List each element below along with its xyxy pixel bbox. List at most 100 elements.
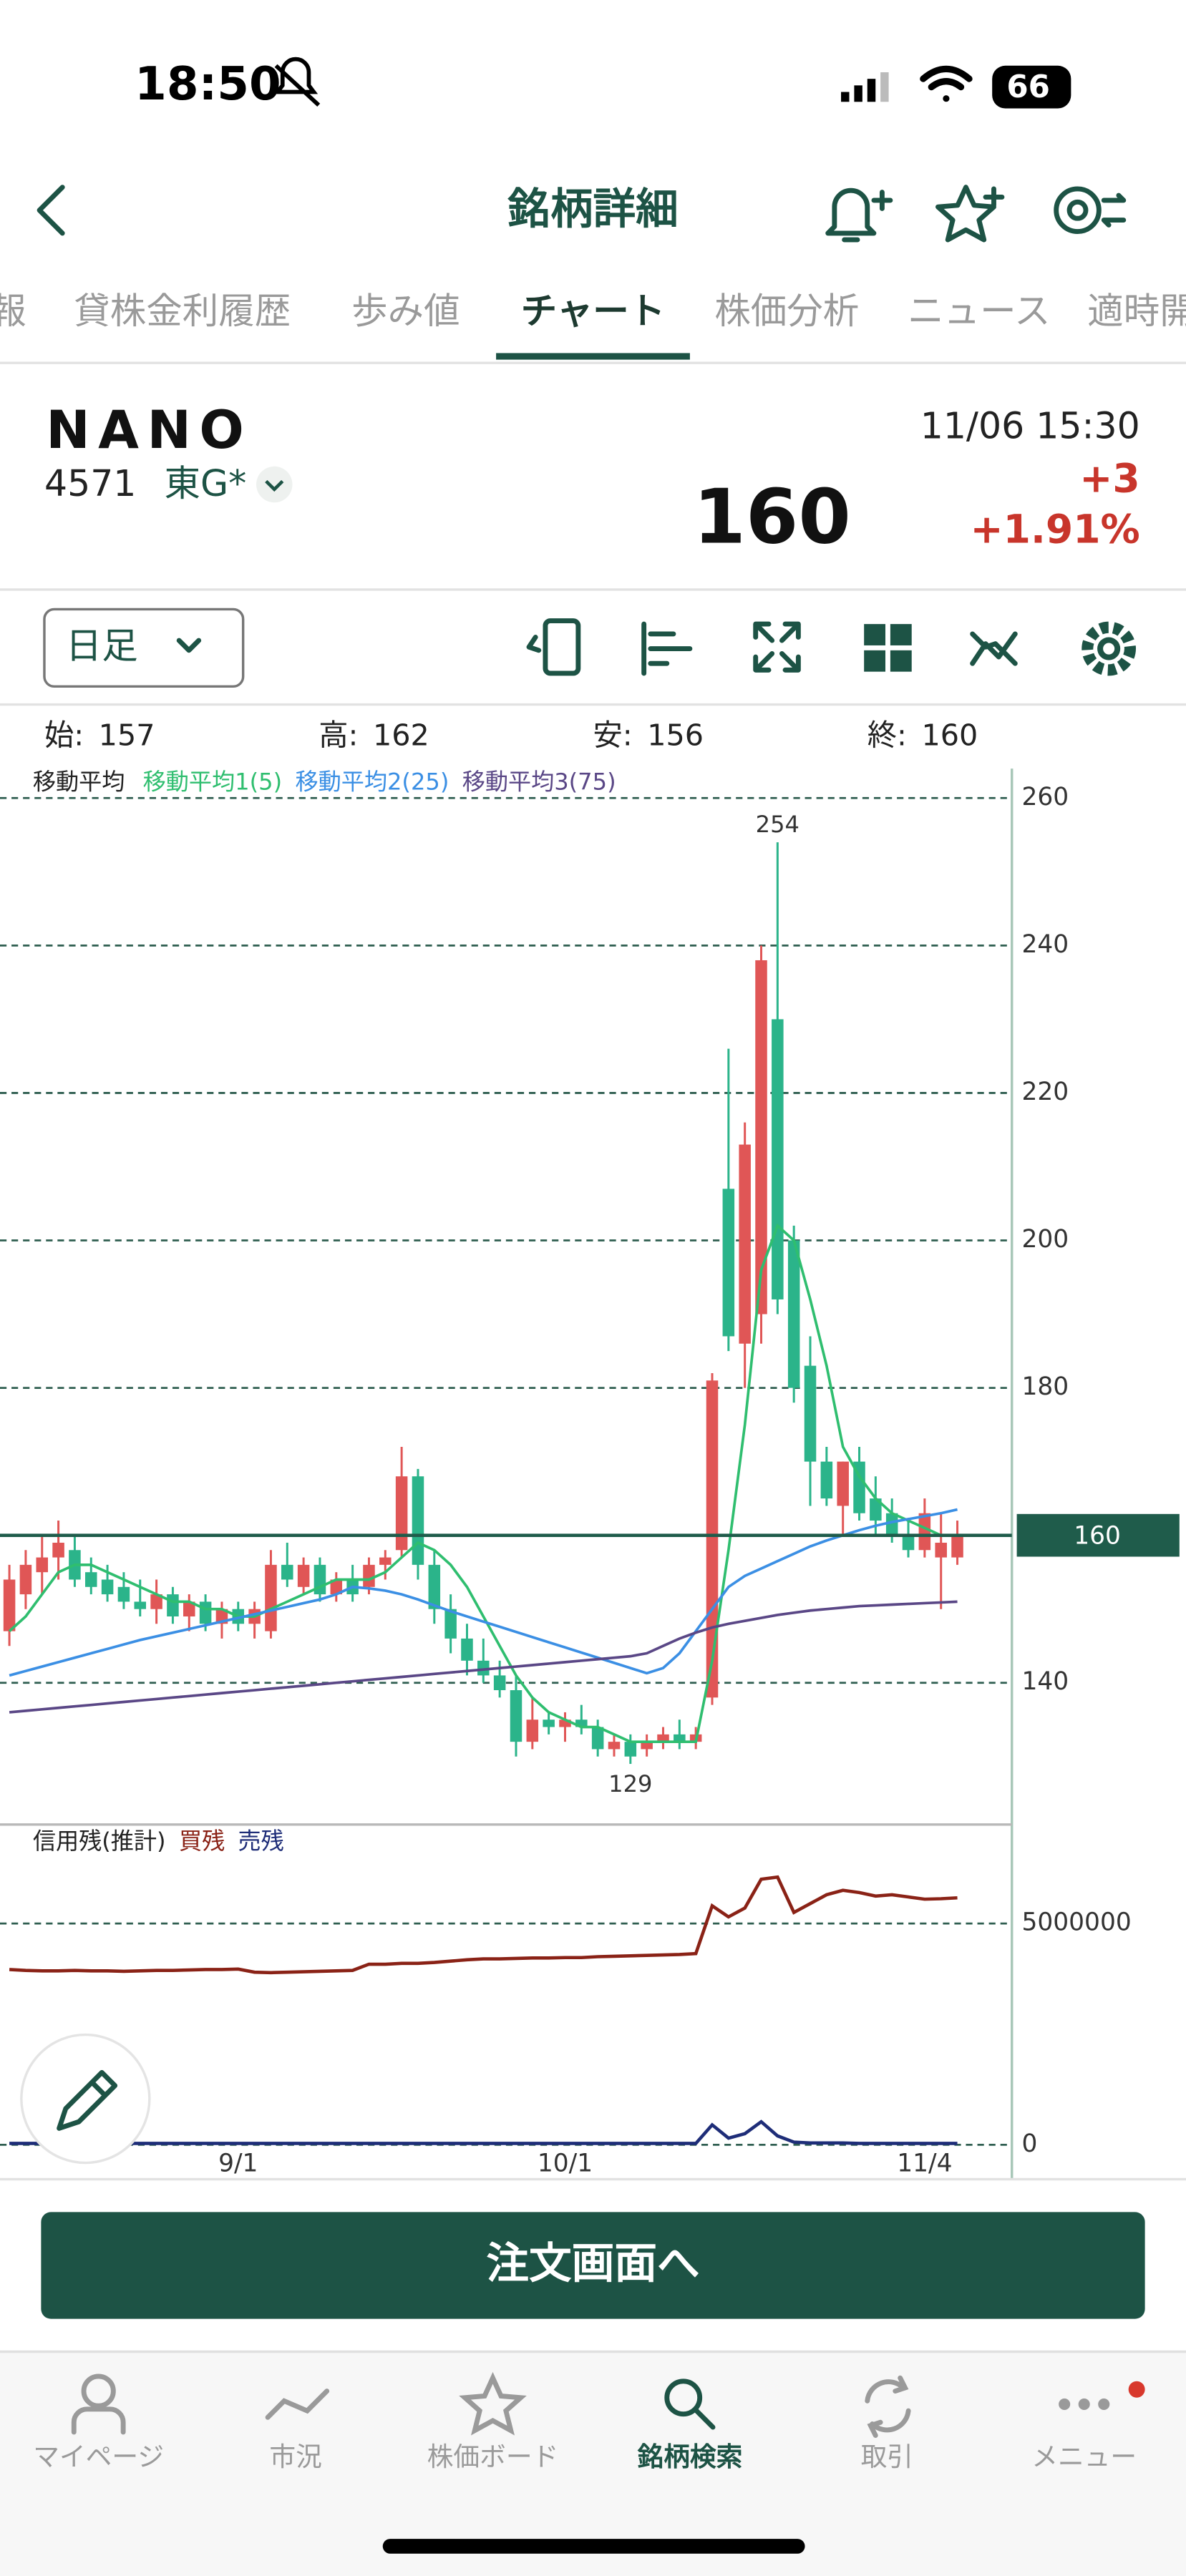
candle-body — [837, 1461, 849, 1506]
candle-body — [575, 1719, 588, 1727]
stock-change-pct: +1.91% — [971, 507, 1140, 552]
ohlc-label: 安: — [593, 718, 633, 752]
tab-bar — [0, 2351, 1186, 2576]
candle-body — [935, 1542, 947, 1558]
legend-entry: 移動平均2(25) — [295, 769, 449, 796]
tab-bar-label[interactable]: マイページ — [33, 2441, 164, 2472]
candle-body — [52, 1542, 64, 1558]
draw-button[interactable] — [20, 2033, 151, 2165]
candle-body — [101, 1579, 114, 1595]
bar-style-button[interactable] — [641, 621, 693, 676]
legend-entry: 移動平均3(75) — [462, 769, 616, 796]
ohlc-value: 156 — [647, 718, 704, 752]
layout-button[interactable] — [864, 624, 912, 672]
candle-body — [167, 1594, 179, 1616]
search-icon-handle — [694, 2408, 716, 2430]
order-button[interactable] — [41, 2212, 1145, 2319]
tab-bar-labels: マイページ 市況 株価ボード 銘柄検索 取引 メニュー — [33, 2441, 1137, 2472]
candle-body — [363, 1564, 375, 1587]
ohlc-label: 終: — [867, 718, 907, 752]
candle-body — [199, 1601, 212, 1624]
tab-bar-label[interactable]: 銘柄検索 — [636, 2441, 742, 2472]
tab-bar-label[interactable]: メニュー — [1031, 2441, 1137, 2472]
stock-name: NANO — [46, 400, 252, 461]
tab[interactable]: ニュース — [908, 290, 1050, 332]
candle-body — [330, 1579, 343, 1595]
wifi-icon — [920, 65, 973, 102]
tab[interactable]: 歩み値 — [351, 290, 460, 332]
board-icon — [459, 2371, 527, 2436]
x-tick-label: 11/4 — [897, 2149, 952, 2177]
menu-badge — [1128, 2381, 1145, 2398]
stock-price: 160 — [693, 473, 850, 561]
tab[interactable]: 株価分析 — [714, 290, 859, 332]
tab-bar-label[interactable]: 取引 — [861, 2441, 913, 2472]
market-toggle-chevron — [265, 479, 284, 492]
chart-settings-button[interactable] — [1082, 621, 1137, 676]
candle-body — [281, 1564, 293, 1580]
ohlc-label: 高: — [319, 718, 358, 752]
tab-bar-label[interactable]: 市況 — [269, 2441, 321, 2472]
candle-body — [412, 1476, 424, 1565]
indicator-button[interactable] — [970, 631, 1018, 666]
market-toggle[interactable] — [256, 466, 293, 503]
candle-body — [657, 1734, 669, 1742]
candle-body — [739, 1144, 751, 1344]
candle-body — [559, 1719, 571, 1727]
candle-body — [428, 1564, 441, 1609]
ohlc-row: 始: 157 高: 162 安: 156 終: 160 — [44, 718, 978, 752]
tab-bar-label[interactable]: 株価ボード — [427, 2441, 559, 2472]
candle-body — [510, 1690, 522, 1742]
high-label: 254 — [756, 811, 799, 838]
tab-indicator — [496, 353, 690, 360]
tab[interactable]: 適時開 — [1087, 290, 1186, 332]
ohlc-value: 160 — [922, 718, 978, 752]
tab[interactable]: 報 — [0, 290, 26, 332]
header-title: 銘柄詳細 — [507, 185, 679, 235]
period-dropdown[interactable] — [43, 608, 245, 688]
candle-body — [918, 1513, 931, 1551]
rotate-button[interactable] — [543, 618, 581, 676]
candle-body — [853, 1461, 865, 1513]
legend-entry: 買残 — [179, 1828, 225, 1855]
candle-body — [674, 1734, 686, 1742]
current-price-box — [1016, 1513, 1180, 1557]
chart-settings-hole — [1103, 643, 1115, 655]
settings-button[interactable] — [1054, 186, 1102, 235]
candle-body — [19, 1564, 32, 1595]
candle-body — [477, 1660, 490, 1676]
stock-change: +3 — [1079, 456, 1139, 502]
candle-body — [591, 1727, 604, 1750]
candle-body — [951, 1535, 963, 1558]
silent-icon — [273, 57, 321, 107]
ohlc-value: 162 — [373, 718, 429, 752]
candle-body — [804, 1365, 817, 1462]
candle-body — [379, 1557, 392, 1565]
alert-button[interactable] — [825, 187, 893, 243]
candle-body — [902, 1535, 915, 1551]
x-tick-label: 10/1 — [538, 2149, 593, 2177]
tab[interactable]: 貸株金利履歴 — [74, 290, 291, 332]
candle-body — [787, 1240, 800, 1388]
search-icon — [664, 2379, 703, 2417]
legend-entry: 売残 — [238, 1828, 284, 1855]
settings-button-center — [1066, 199, 1089, 221]
ohlc-value: 157 — [99, 718, 155, 752]
candle-body — [150, 1594, 162, 1609]
candle-body — [134, 1601, 147, 1609]
series-line — [9, 1875, 958, 1975]
tab[interactable]: チャート — [521, 290, 665, 332]
fullscreen-button[interactable] — [753, 621, 801, 673]
candle-body — [885, 1513, 898, 1536]
series-line — [9, 1508, 958, 1677]
favorite-button[interactable] — [935, 185, 1005, 243]
current-price-label: 160 — [1074, 1521, 1121, 1550]
settings-swap — [1101, 192, 1127, 228]
back-button[interactable] — [37, 185, 65, 236]
legend-title: 移動平均 — [33, 769, 125, 796]
candle-body — [84, 1572, 97, 1587]
